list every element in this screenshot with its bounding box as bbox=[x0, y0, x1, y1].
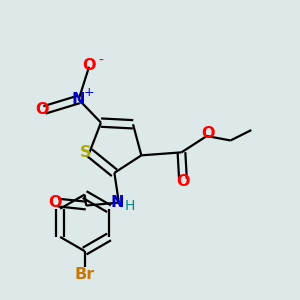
Text: -: - bbox=[98, 54, 103, 68]
Text: N: N bbox=[72, 92, 86, 107]
Text: +: + bbox=[83, 85, 94, 98]
Text: O: O bbox=[35, 102, 49, 117]
Text: O: O bbox=[48, 195, 62, 210]
Text: H: H bbox=[125, 199, 135, 213]
Text: O: O bbox=[176, 174, 190, 189]
Text: S: S bbox=[80, 145, 91, 160]
Text: O: O bbox=[82, 58, 96, 74]
Text: N: N bbox=[111, 195, 124, 210]
Text: O: O bbox=[202, 125, 215, 140]
Text: Br: Br bbox=[74, 267, 95, 282]
